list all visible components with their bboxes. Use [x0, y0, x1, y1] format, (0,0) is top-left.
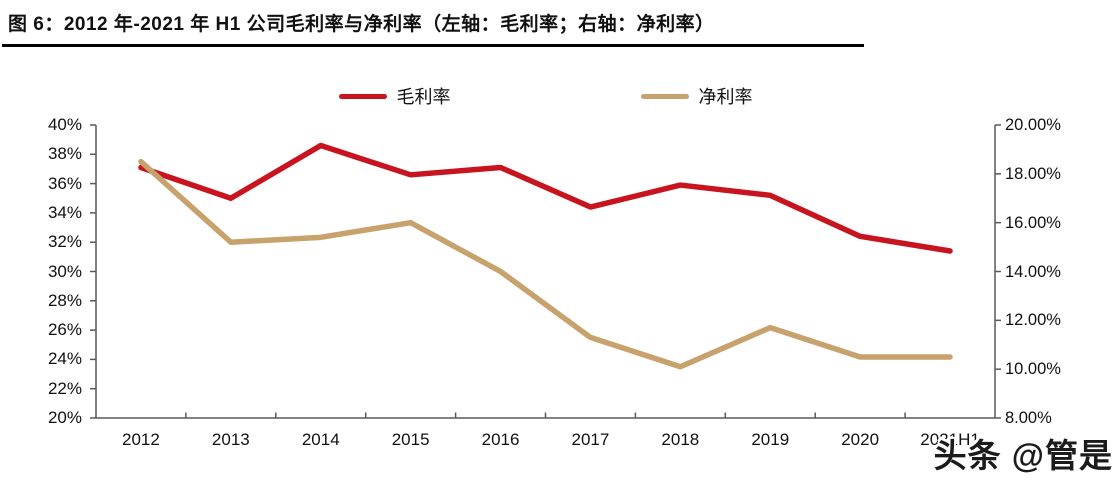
left-axis-tick-label: 36%	[47, 173, 82, 193]
net-margin-line-swatch	[640, 93, 689, 99]
legend-label-net-margin: 净利率	[698, 87, 753, 107]
left-axis-tick-label: 38%	[47, 144, 82, 164]
left-axis-tick-label: 26%	[47, 320, 82, 340]
right-axis-tick-label: 12.00%	[1005, 311, 1061, 330]
x-axis-tick-label: 2017	[571, 430, 610, 449]
legend-item-net-margin: 净利率	[640, 83, 753, 109]
left-axis-tick-label: 40%	[47, 115, 82, 134]
right-axis-tick-label: 14.00%	[1005, 262, 1061, 281]
right-axis-tick-label: 18.00%	[1005, 164, 1061, 183]
left-axis-tick-label: 30%	[47, 261, 82, 281]
x-axis-tick-label: 2013	[211, 430, 250, 449]
left-axis-tick-label: 20%	[47, 408, 82, 427]
x-axis-tick-label: 2012	[122, 430, 160, 449]
gross-margin-line	[138, 142, 953, 254]
chart-legend: 毛利率 净利率	[96, 83, 995, 109]
left-axis-tick-label: 32%	[47, 232, 82, 252]
legend-item-gross-margin: 毛利率	[338, 83, 451, 109]
title-underline	[2, 44, 864, 47]
gross-margin-line-swatch	[338, 93, 387, 99]
left-axis-tick-label: 28%	[47, 290, 82, 310]
left-axis-tick-label: 24%	[47, 349, 82, 369]
right-axis-tick-label: 16.00%	[1005, 213, 1061, 232]
right-axis-tick-label: 20.00%	[1005, 116, 1061, 134]
legend-label-gross-margin: 毛利率	[396, 87, 451, 107]
left-axis-tick-label: 22%	[47, 378, 82, 398]
x-axis-tick-label: 2015	[391, 430, 430, 449]
x-axis-tick-label: 2020	[841, 430, 880, 449]
right-axis-tick-label: 10.00%	[1005, 360, 1061, 379]
figure-title: 图 6：2012 年-2021 年 H1 公司毛利率与净利率（左轴：毛利率；右轴…	[8, 14, 715, 35]
x-axis-tick-label: 2019	[751, 430, 790, 449]
x-axis-tick-label: 2014	[301, 430, 340, 449]
x-axis-tick-label: 2016	[481, 430, 520, 449]
net-margin-line	[138, 158, 953, 370]
x-axis-tick-label: 2018	[661, 430, 700, 449]
left-axis-tick-label: 34%	[47, 202, 82, 222]
x-axis-tick-label: 2021H1	[920, 430, 980, 449]
right-axis-tick-label: 8.00%	[1005, 409, 1052, 427]
watermark: 头条 @管是	[933, 437, 1113, 474]
